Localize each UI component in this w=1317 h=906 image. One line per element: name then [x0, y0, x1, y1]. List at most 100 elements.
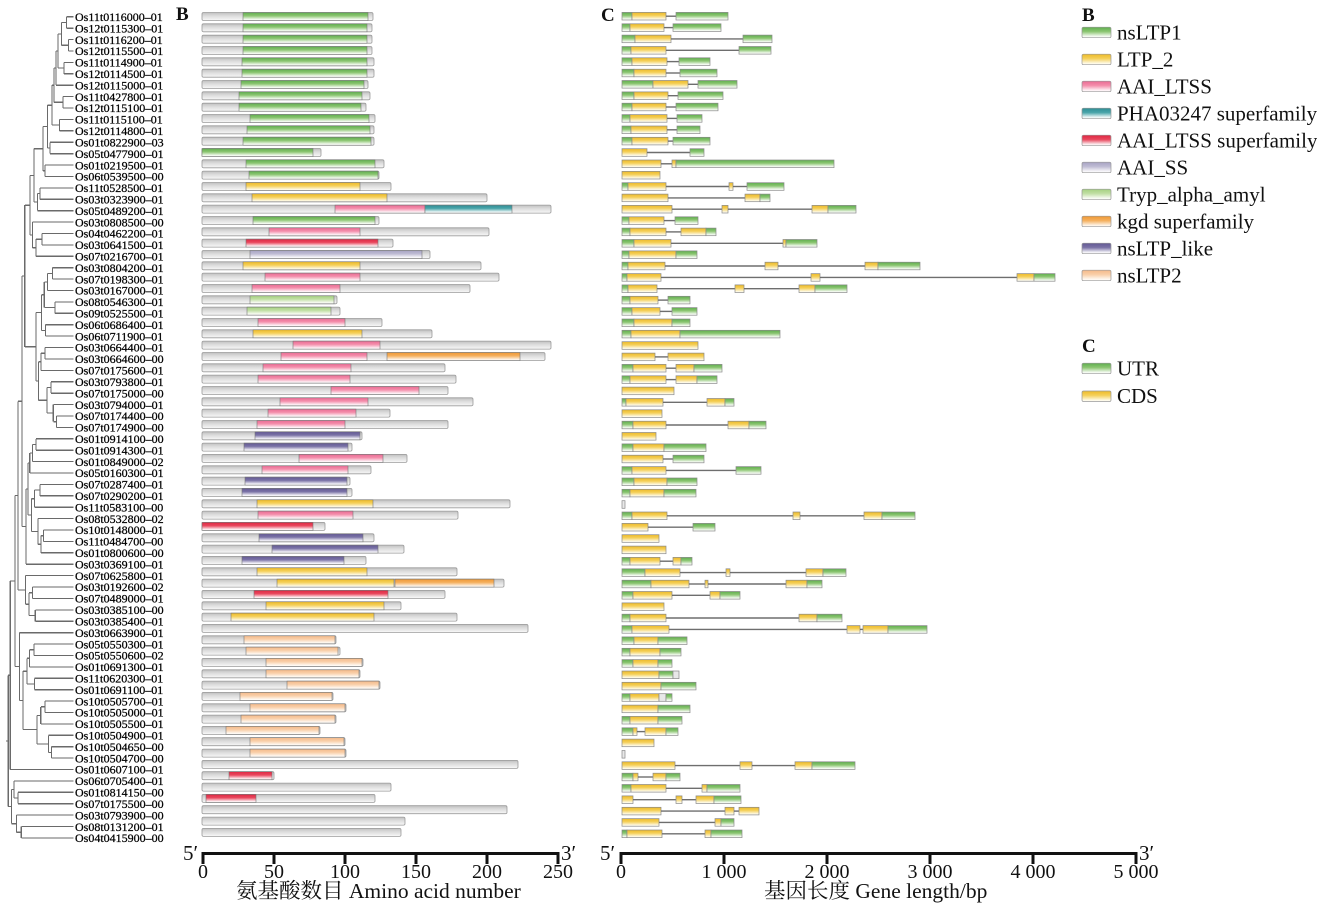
- svg-text:B: B: [1082, 5, 1095, 26]
- svg-text:Os03t0804200–01: Os03t0804200–01: [75, 261, 164, 275]
- svg-text:Os04t0415900–00: Os04t0415900–00: [75, 831, 164, 845]
- svg-text:nsLTP_like: nsLTP_like: [1117, 236, 1213, 260]
- svg-text:Os05t0550300–01: Os05t0550300–01: [75, 637, 164, 651]
- svg-text:Os01t0914100–00: Os01t0914100–00: [75, 432, 164, 446]
- svg-text:Os01t0691100–01: Os01t0691100–01: [75, 683, 163, 697]
- svg-text:3 000: 3 000: [908, 861, 953, 883]
- svg-text:0: 0: [198, 861, 208, 883]
- svg-text:Os10t0504900–01: Os10t0504900–01: [75, 729, 164, 743]
- svg-text:Os03t0369100–01: Os03t0369100–01: [75, 557, 164, 571]
- svg-text:LTP_2: LTP_2: [1117, 47, 1173, 71]
- svg-text:Os11t0620300–01: Os11t0620300–01: [75, 672, 163, 686]
- svg-text:Os03t0385400–01: Os03t0385400–01: [75, 615, 164, 629]
- svg-text:Os05t0477900–01: Os05t0477900–01: [75, 147, 164, 161]
- svg-text:Os01t0822900–03: Os01t0822900–03: [75, 136, 164, 150]
- svg-text:5 000: 5 000: [1114, 861, 1159, 883]
- svg-text:Os01t0849000–02: Os01t0849000–02: [75, 455, 164, 469]
- svg-text:3′: 3′: [1139, 841, 1154, 865]
- svg-text:Os12t0115300–01: Os12t0115300–01: [75, 21, 163, 35]
- svg-text:Os10t0504700–00: Os10t0504700–00: [75, 751, 164, 765]
- svg-text:AAI_LTSS: AAI_LTSS: [1117, 74, 1212, 98]
- svg-text:Os11t0116200–01: Os11t0116200–01: [75, 33, 163, 47]
- svg-text:Os11t0115100–01: Os11t0115100–01: [75, 113, 163, 127]
- svg-text:C: C: [1082, 336, 1096, 357]
- svg-text:Os01t0800600–00: Os01t0800600–00: [75, 546, 164, 560]
- svg-text:Os08t0532800–02: Os08t0532800–02: [75, 512, 164, 526]
- svg-text:150: 150: [401, 861, 431, 883]
- svg-text:Tryp_alpha_amyl: Tryp_alpha_amyl: [1117, 182, 1266, 206]
- svg-text:AAI_LTSS superfamily: AAI_LTSS superfamily: [1117, 128, 1317, 152]
- svg-text:Os10t0505700–01: Os10t0505700–01: [75, 694, 164, 708]
- svg-text:Os03t0793900–00: Os03t0793900–00: [75, 808, 164, 822]
- svg-text:5′: 5′: [183, 841, 198, 865]
- svg-text:Os06t0711900–01: Os06t0711900–01: [75, 329, 163, 343]
- svg-text:Os07t0175500–00: Os07t0175500–00: [75, 797, 164, 811]
- svg-text:Os11t0114900–01: Os11t0114900–01: [75, 56, 163, 70]
- svg-text:UTR: UTR: [1117, 356, 1159, 380]
- svg-text:C: C: [601, 5, 615, 26]
- svg-text:Os03t0167000–01: Os03t0167000–01: [75, 284, 164, 298]
- svg-text:Os10t0505500–01: Os10t0505500–01: [75, 717, 164, 731]
- svg-text:Os11t0583100–00: Os11t0583100–00: [75, 500, 163, 514]
- svg-text:4 000: 4 000: [1011, 861, 1056, 883]
- svg-text:Os01t0607100–01: Os01t0607100–01: [75, 763, 164, 777]
- svg-text:PHA03247 superfamily: PHA03247 superfamily: [1117, 101, 1317, 125]
- svg-text:Os07t0174400–00: Os07t0174400–00: [75, 409, 164, 423]
- svg-text:Os01t0914300–01: Os01t0914300–01: [75, 443, 164, 457]
- svg-text:Os03t0808500–00: Os03t0808500–00: [75, 215, 164, 229]
- svg-text:200: 200: [472, 861, 502, 883]
- svg-text:Os06t0705400–01: Os06t0705400–01: [75, 774, 164, 788]
- svg-text:Os01t0814150–00: Os01t0814150–00: [75, 786, 164, 800]
- svg-text:Os07t0175000–00: Os07t0175000–00: [75, 386, 164, 400]
- svg-text:Os07t0290200–01: Os07t0290200–01: [75, 489, 164, 503]
- svg-text:nsLTP1: nsLTP1: [1117, 20, 1182, 44]
- svg-text:Os10t0148000–01: Os10t0148000–01: [75, 523, 164, 537]
- svg-text:Os01t0219500–01: Os01t0219500–01: [75, 158, 164, 172]
- svg-text:Os07t0625800–01: Os07t0625800–01: [75, 569, 164, 583]
- svg-text:Os03t0793800–01: Os03t0793800–01: [75, 375, 164, 389]
- svg-text:Os11t0116000–01: Os11t0116000–01: [75, 10, 163, 24]
- svg-text:100: 100: [330, 861, 360, 883]
- svg-text:3′: 3′: [561, 841, 576, 865]
- svg-text:Os07t0216700–01: Os07t0216700–01: [75, 250, 164, 264]
- svg-text:Os12t0115100–01: Os12t0115100–01: [75, 101, 163, 115]
- svg-text:AAI_SS: AAI_SS: [1117, 155, 1188, 179]
- svg-text:Os05t0160300–01: Os05t0160300–01: [75, 466, 164, 480]
- svg-text:Os11t0427800–01: Os11t0427800–01: [75, 90, 163, 104]
- svg-text:Os11t0528500–01: Os11t0528500–01: [75, 181, 163, 195]
- svg-text:B: B: [176, 4, 189, 25]
- svg-text:Os07t0287400–01: Os07t0287400–01: [75, 478, 164, 492]
- svg-text:Os07t0489000–01: Os07t0489000–01: [75, 592, 164, 606]
- svg-text:Os12t0114500–01: Os12t0114500–01: [75, 67, 163, 81]
- svg-text:nsLTP2: nsLTP2: [1117, 263, 1182, 287]
- svg-text:Os12t0115500–01: Os12t0115500–01: [75, 44, 163, 58]
- svg-text:50: 50: [264, 861, 284, 883]
- svg-text:Os09t0525500–01: Os09t0525500–01: [75, 307, 164, 321]
- svg-text:Os10t0505000–01: Os10t0505000–01: [75, 706, 164, 720]
- svg-text:Os03t0664400–01: Os03t0664400–01: [75, 341, 164, 355]
- svg-text:Os08t0546300–01: Os08t0546300–01: [75, 295, 164, 309]
- svg-text:Os06t0539500–00: Os06t0539500–00: [75, 170, 164, 184]
- svg-text:Os03t0641500–01: Os03t0641500–01: [75, 238, 164, 252]
- svg-text:Os08t0131200–01: Os08t0131200–01: [75, 820, 164, 834]
- svg-text:Gene length/bp: Gene length/bp: [850, 879, 987, 903]
- svg-text:CDS: CDS: [1117, 384, 1158, 408]
- svg-text:Os03t0794000–01: Os03t0794000–01: [75, 398, 164, 412]
- svg-text:5′: 5′: [600, 841, 615, 865]
- svg-text:Os03t0323900–01: Os03t0323900–01: [75, 193, 164, 207]
- svg-text:Os05t0550600–02: Os05t0550600–02: [75, 649, 164, 663]
- svg-text:250: 250: [543, 861, 573, 883]
- svg-text:Os11t0484700–00: Os11t0484700–00: [75, 535, 163, 549]
- svg-text:Os03t0385100–00: Os03t0385100–00: [75, 603, 164, 617]
- svg-text:Os12t0114800–01: Os12t0114800–01: [75, 124, 163, 138]
- svg-text:Os07t0198300–01: Os07t0198300–01: [75, 272, 164, 286]
- svg-text:Os03t0192600–02: Os03t0192600–02: [75, 580, 164, 594]
- svg-text:Amino acid number: Amino acid number: [344, 879, 521, 903]
- svg-text:Os04t0462200–01: Os04t0462200–01: [75, 227, 164, 241]
- svg-text:Os10t0504650–00: Os10t0504650–00: [75, 740, 164, 754]
- svg-text:2 000: 2 000: [805, 861, 850, 883]
- svg-text:Os07t0174900–00: Os07t0174900–00: [75, 421, 164, 435]
- svg-text:Os06t0686400–01: Os06t0686400–01: [75, 318, 164, 332]
- svg-text:Os03t0664600–00: Os03t0664600–00: [75, 352, 164, 366]
- svg-text:kgd superfamily: kgd superfamily: [1117, 209, 1255, 233]
